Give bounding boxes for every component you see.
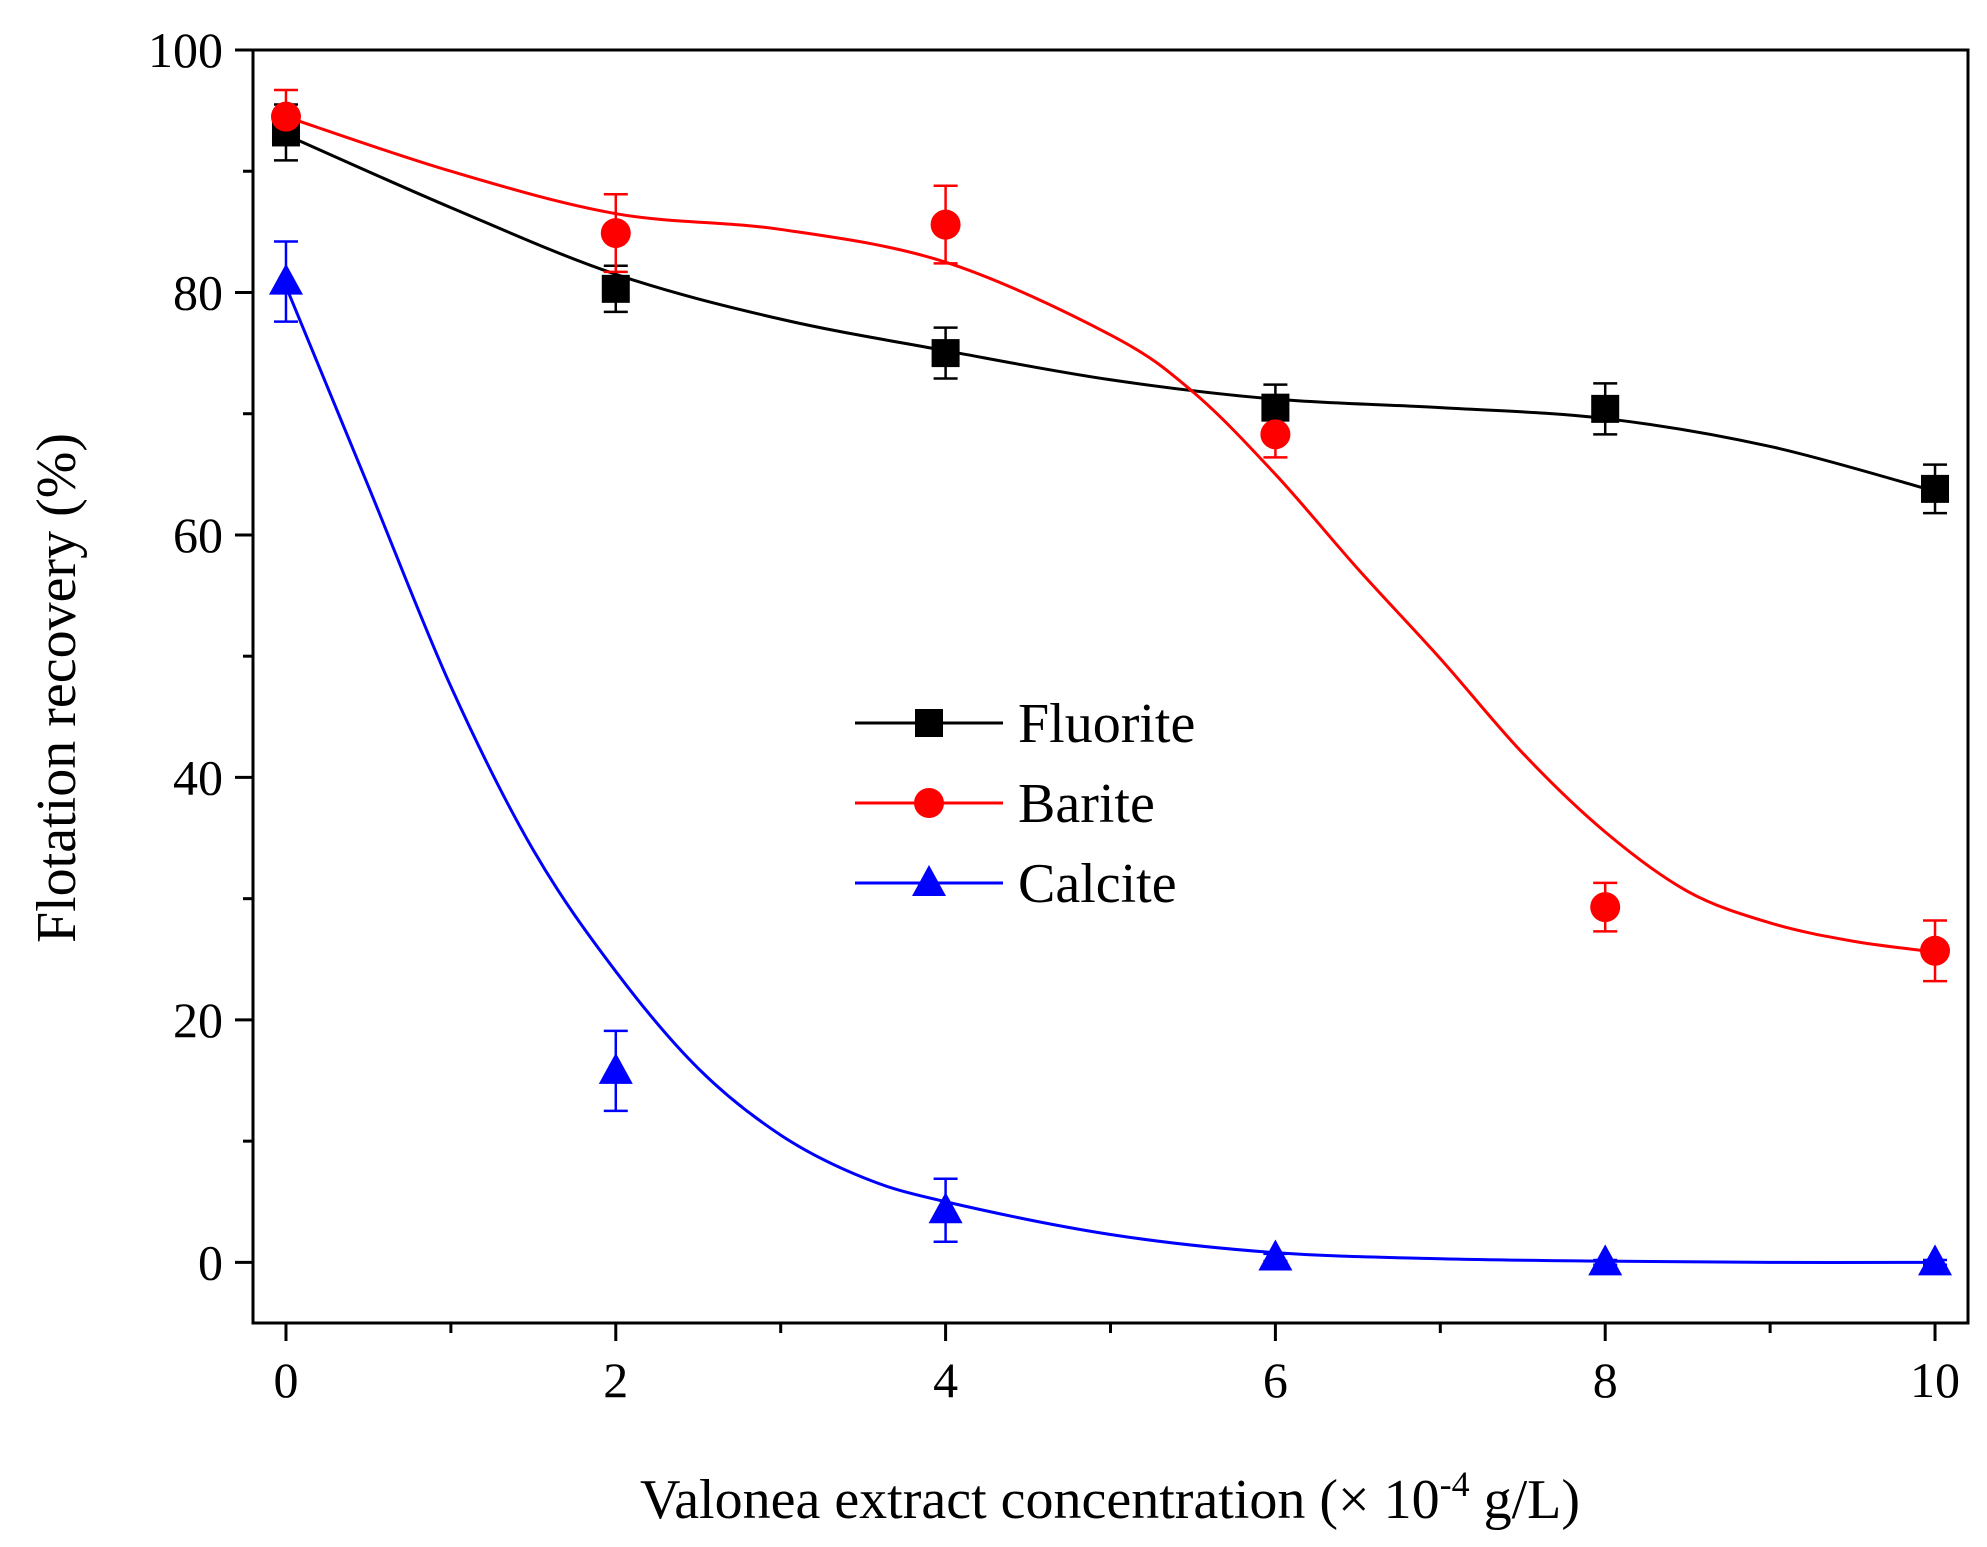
calcite-data-point xyxy=(1588,1244,1623,1276)
data-markers xyxy=(268,101,1953,1276)
legend-item-calcite: Calcite xyxy=(855,853,1177,915)
x-tick-label: 6 xyxy=(1263,1352,1288,1408)
barite-data-point xyxy=(1920,935,1951,966)
calcite-data-point xyxy=(1258,1239,1293,1271)
calcite-data-point xyxy=(928,1192,963,1224)
legend-item-barite: Barite xyxy=(855,773,1155,835)
x-tick-label: 8 xyxy=(1593,1352,1618,1408)
calcite-data-point xyxy=(1918,1244,1953,1276)
fluorite-data-point xyxy=(1261,393,1290,422)
x-axis-title-main: Valonea extract concentration (× 10 xyxy=(640,1469,1440,1531)
x-tick-label: 0 xyxy=(273,1352,298,1408)
y-tick-label: 40 xyxy=(173,749,223,805)
fit-curves xyxy=(284,115,1936,1264)
legend-marker-calcite xyxy=(912,865,946,896)
legend: Fluorite Barite Calcite xyxy=(855,693,1195,915)
legend-label-calcite: Calcite xyxy=(1018,853,1177,915)
legend-label-fluorite: Fluorite xyxy=(1018,693,1195,755)
barite-data-point xyxy=(270,101,301,132)
y-tick-label: 0 xyxy=(198,1234,223,1290)
y-tick-label: 60 xyxy=(173,507,223,563)
y-axis-title: Flotation recovery (%) xyxy=(26,433,88,943)
calcite-data-point xyxy=(268,263,303,295)
fluorite-data-point xyxy=(1591,394,1620,423)
legend-item-fluorite: Fluorite xyxy=(855,693,1195,755)
legend-marker-fluorite xyxy=(915,709,943,737)
axis-ticks xyxy=(235,48,1937,1341)
fluorite-data-point xyxy=(931,339,960,368)
x-axis-title: Valonea extract concentration (× 10-4 g/… xyxy=(640,1464,1580,1531)
calcite-fit-line xyxy=(284,285,1936,1264)
x-tick-label: 2 xyxy=(603,1352,628,1408)
x-axis-title-suffix: g/L) xyxy=(1470,1469,1580,1531)
barite-data-point xyxy=(930,209,961,240)
x-tick-label: 10 xyxy=(1910,1352,1960,1408)
legend-label-barite: Barite xyxy=(1018,773,1155,835)
y-tick-label: 20 xyxy=(173,992,223,1048)
y-tick-label: 80 xyxy=(173,264,223,320)
calcite-data-point xyxy=(598,1052,633,1084)
fluorite-data-point xyxy=(601,274,630,303)
error-bars xyxy=(273,88,1948,1267)
barite-data-point xyxy=(1590,892,1621,923)
barite-data-point xyxy=(1260,419,1291,450)
barite-fit-line xyxy=(285,115,1936,954)
fluorite-fit-line xyxy=(285,133,1936,493)
fluorite-data-point xyxy=(1921,474,1950,503)
barite-data-point xyxy=(600,218,631,249)
plot-frame xyxy=(251,48,1970,1325)
y-tick-label: 100 xyxy=(148,22,223,78)
legend-marker-barite xyxy=(914,788,944,818)
x-tick-label: 4 xyxy=(933,1352,958,1408)
x-axis-title-superscript: -4 xyxy=(1440,1464,1470,1504)
